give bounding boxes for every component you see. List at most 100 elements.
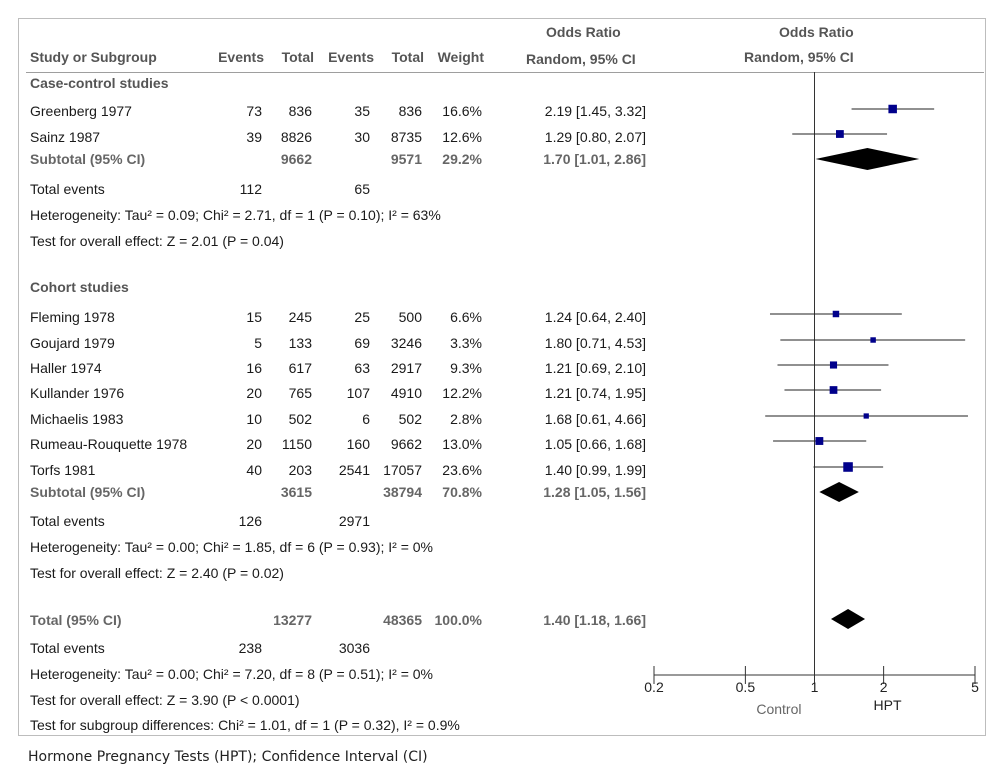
total-events-hpt: 112 (239, 181, 262, 197)
total-hpt: 133 (288, 335, 312, 351)
study-name: Torfs 1981 (30, 462, 96, 478)
total-label: Total (95% CI) (30, 612, 122, 628)
events-control: 2541 (338, 462, 370, 478)
odds-ratio-ci: 1.80 [0.71, 4.53] (544, 335, 646, 351)
events-control: 63 (354, 360, 370, 376)
weight: 2.8% (450, 411, 482, 427)
subtotal-total-control: 38794 (383, 484, 422, 500)
heterogeneity-text: Heterogeneity: Tau² = 0.00; Chi² = 7.20,… (30, 666, 433, 682)
weight: 16.6% (442, 103, 482, 119)
study-name: Greenberg 1977 (30, 103, 132, 119)
weight: 23.6% (442, 462, 482, 478)
or-title-plot: Odds Ratio (779, 24, 854, 40)
study-square (843, 462, 853, 472)
header-rule (26, 72, 984, 73)
weight: 3.3% (450, 335, 482, 351)
heterogeneity-text: Heterogeneity: Tau² = 0.09; Chi² = 2.71,… (30, 207, 441, 223)
study-name: Goujard 1979 (30, 335, 115, 351)
study-name: Rumeau-Rouquette 1978 (30, 436, 188, 452)
study-square (870, 337, 876, 343)
total-total-control: 48365 (383, 612, 422, 628)
events-control: 69 (354, 335, 370, 351)
study-square (832, 310, 840, 318)
total-events-control: 2971 (338, 513, 370, 529)
favours-left-label: Control (756, 701, 801, 717)
total-hpt: 245 (288, 309, 312, 325)
total-hpt: 502 (288, 411, 312, 427)
col-study: Study or Subgroup (30, 49, 157, 65)
x-tick-label: 5 (971, 679, 979, 695)
study-square (863, 413, 869, 419)
total-hpt: 203 (288, 462, 312, 478)
col-total-2: Total (391, 49, 424, 65)
group-title-cohort: Cohort studies (30, 279, 129, 295)
overall-effect-text: Test for overall effect: Z = 3.90 (P < 0… (30, 692, 300, 708)
col-total-1: Total (281, 49, 314, 65)
odds-ratio-ci: 1.40 [0.99, 1.99] (544, 462, 646, 478)
events-control: 30 (354, 129, 370, 145)
or-sub-table: Random, 95% CI (526, 51, 636, 67)
events-hpt: 5 (254, 335, 262, 351)
study-name: Kullander 1976 (30, 385, 125, 401)
subtotal-total-hpt: 3615 (280, 484, 312, 500)
total-events-label: Total events (30, 640, 105, 656)
events-hpt: 40 (246, 462, 262, 478)
pooled-diamond (831, 609, 866, 629)
total-control: 8735 (390, 129, 422, 145)
events-hpt: 16 (246, 360, 262, 376)
total-hpt: 765 (288, 385, 312, 401)
total-control: 9662 (390, 436, 422, 452)
col-events-1: Events (218, 49, 264, 65)
events-hpt: 20 (246, 385, 262, 401)
or-title-table: Odds Ratio (546, 24, 621, 40)
total-events-control: 65 (354, 181, 370, 197)
odds-ratio-ci: 1.24 [0.64, 2.40] (544, 309, 646, 325)
odds-ratio-ci: 2.19 [1.45, 3.32] (544, 103, 646, 119)
total-control: 2917 (390, 360, 422, 376)
total-ci: 1.40 [1.18, 1.66] (543, 612, 646, 628)
x-tick-label: 1 (811, 679, 819, 695)
col-events-2: Events (328, 49, 374, 65)
events-hpt: 73 (246, 103, 262, 119)
total-events-hpt: 126 (238, 513, 262, 529)
study-square (815, 437, 824, 445)
x-tick-label: 0.5 (736, 679, 756, 695)
weight: 6.6% (450, 309, 482, 325)
forest-plot-frame (18, 18, 986, 736)
total-control: 17057 (383, 462, 422, 478)
study-square (835, 130, 844, 138)
favours-right-label: HPT (874, 697, 902, 713)
subtotal-total-hpt: 9662 (280, 151, 312, 167)
events-hpt: 39 (246, 129, 262, 145)
col-weight: Weight (437, 49, 484, 65)
total-control: 836 (398, 103, 422, 119)
total-control: 502 (398, 411, 422, 427)
odds-ratio-ci: 1.05 [0.66, 1.68] (544, 436, 646, 452)
events-control: 107 (346, 385, 370, 401)
weight: 13.0% (442, 436, 482, 452)
subtotal-total-control: 9571 (390, 151, 422, 167)
subtotal-weight: 70.8% (442, 484, 482, 500)
total-hpt: 8826 (280, 129, 312, 145)
total-control: 3246 (390, 335, 422, 351)
subtotal-ci: 1.28 [1.05, 1.56] (543, 484, 646, 500)
x-tick-label: 2 (880, 679, 888, 695)
weight: 9.3% (450, 360, 482, 376)
total-hpt: 836 (288, 103, 312, 119)
weight: 12.6% (442, 129, 482, 145)
total-events-label: Total events (30, 181, 105, 197)
overall-effect-text: Test for overall effect: Z = 2.01 (P = 0… (30, 233, 284, 249)
events-hpt: 15 (246, 309, 262, 325)
subtotal-ci: 1.70 [1.01, 2.86] (543, 151, 646, 167)
subtotal-label: Subtotal (95% CI) (30, 484, 146, 500)
study-name: Michaelis 1983 (30, 411, 124, 427)
events-hpt: 10 (246, 411, 262, 427)
total-weight: 100.0% (434, 612, 482, 628)
events-control: 6 (362, 411, 370, 427)
odds-ratio-ci: 1.21 [0.69, 2.10] (544, 360, 646, 376)
study-square (888, 104, 897, 114)
events-control: 35 (354, 103, 370, 119)
events-control: 160 (346, 436, 370, 452)
events-hpt: 20 (246, 436, 262, 452)
group-title-case-control: Case-control studies (30, 75, 169, 91)
